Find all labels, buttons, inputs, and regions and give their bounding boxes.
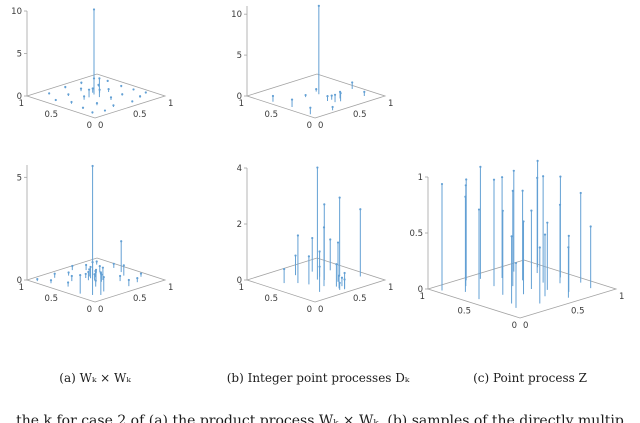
clipped-caption-text: the k for case 2 of (a) the product proc… <box>16 413 624 423</box>
y-tick-label: 0 <box>512 321 517 331</box>
stem3-plot-wk-product-row2: 0 5 0 0.5 1 0 0.5 1 <box>0 152 205 367</box>
y-tick-label: 1 <box>239 283 244 293</box>
z-tick-label: 1 <box>418 173 423 183</box>
stem3-plot-dk-row2: 0 2 4 0 0.5 1 0 0.5 1 <box>220 152 425 367</box>
z-tick-label: 0 <box>237 92 242 102</box>
z-tick-label: 5 <box>17 173 22 183</box>
z-tick-label: 0 <box>418 285 423 295</box>
z-tick-label: 0.5 <box>409 229 423 239</box>
x-tick-label: 1 <box>168 99 173 109</box>
y-tick-label: 0.5 <box>264 110 278 120</box>
z-tick-label: 10 <box>11 7 22 17</box>
y-tick-label: 1 <box>19 99 24 109</box>
stems <box>271 4 366 115</box>
y-tick-label: 1 <box>19 283 24 293</box>
x-tick-label: 0.5 <box>353 294 367 304</box>
caption-a: (a) Wₖ × Wₖ <box>59 371 131 385</box>
stem3-plot-dk-row1: 0 5 10 0 0.5 1 0 0.5 1 <box>220 0 425 160</box>
x-tick-label: 0 <box>318 305 323 315</box>
x-tick-label: 0.5 <box>133 294 147 304</box>
y-tick-label: 0.5 <box>44 294 58 304</box>
x-tick-label: 0 <box>318 121 323 131</box>
stems <box>440 159 592 308</box>
y-tick-label: 0.5 <box>264 294 278 304</box>
caption-c: (c) Point process Z <box>473 371 587 385</box>
stems <box>36 164 143 295</box>
x-tick-label: 0 <box>98 305 103 315</box>
stems <box>48 8 147 114</box>
y-tick-label: 0 <box>307 305 312 315</box>
y-tick-label: 0 <box>87 121 92 131</box>
y-tick-label: 0 <box>87 305 92 315</box>
z-tick-label: 10 <box>231 10 242 20</box>
y-tick-label: 0.5 <box>44 110 58 120</box>
z-tick-label: 4 <box>237 164 242 174</box>
y-tick-label: 0 <box>307 121 312 131</box>
x-tick-label: 1 <box>388 99 393 109</box>
z-tick-label: 0 <box>237 276 242 286</box>
x-tick-label: 0.5 <box>571 307 585 317</box>
x-tick-label: 0 <box>98 121 103 131</box>
stem3-plot-point-process-z: 0 0.5 1 0 0.5 1 0 0.5 1 <box>402 140 640 372</box>
x-tick-label: 1 <box>388 283 393 293</box>
x-tick-label: 1 <box>619 292 624 302</box>
x-tick-label: 0.5 <box>133 110 147 120</box>
x-tick-label: 0 <box>523 321 528 331</box>
x-tick-label: 0.5 <box>353 110 367 120</box>
y-tick-label: 1 <box>239 99 244 109</box>
y-tick-label: 0.5 <box>457 307 471 317</box>
z-tick-label: 5 <box>17 50 22 60</box>
stem3-plot-wk-product-row1: 0 5 10 0 0.5 1 0 0.5 1 <box>0 0 205 160</box>
x-tick-label: 1 <box>168 283 173 293</box>
stems <box>283 166 362 292</box>
z-tick-label: 5 <box>237 51 242 61</box>
y-tick-label: 1 <box>420 292 425 302</box>
z-tick-label: 0 <box>17 276 22 286</box>
z-tick-label: 0 <box>17 92 22 102</box>
caption-b: (b) Integer point processes Dₖ <box>226 371 410 385</box>
z-tick-label: 2 <box>237 220 242 230</box>
